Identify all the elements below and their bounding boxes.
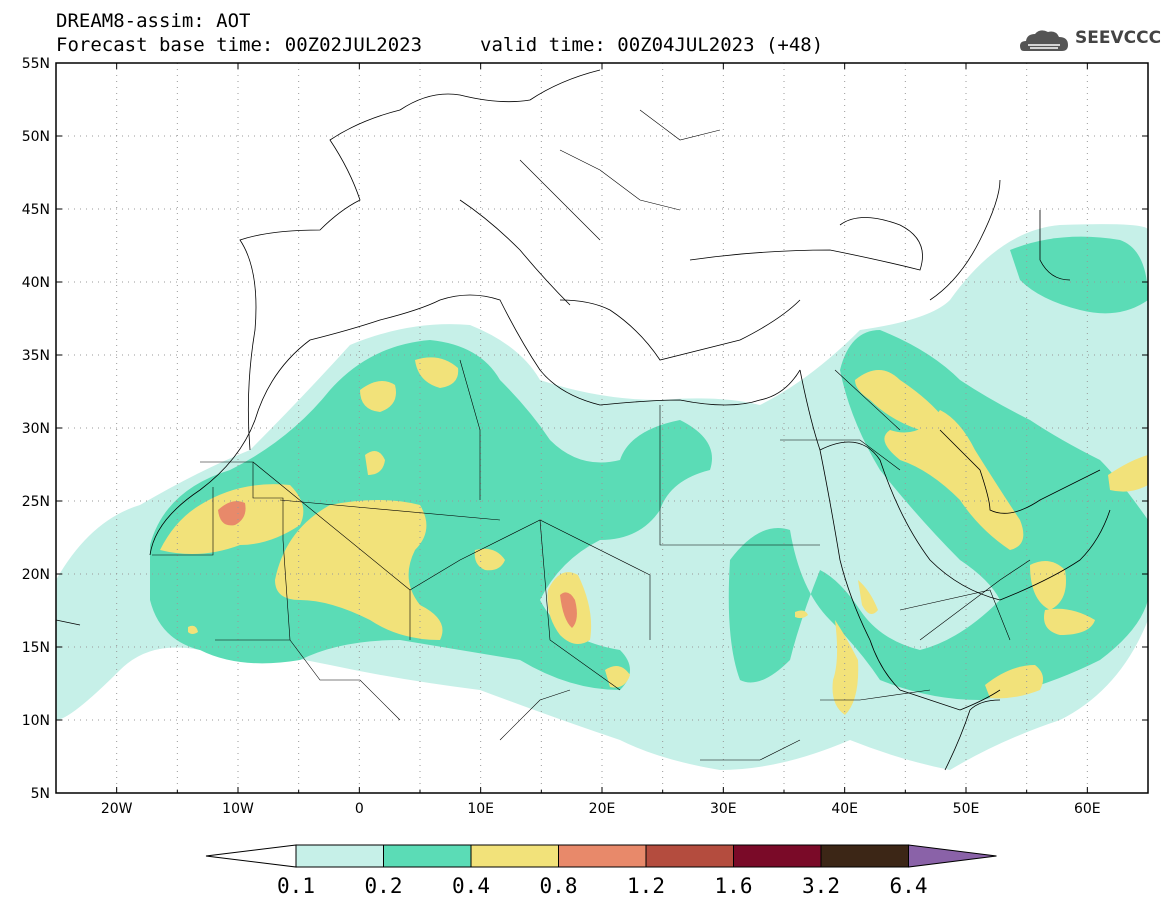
logo-text: SEEVCCC bbox=[1075, 28, 1162, 48]
lon-tick-label: 30E bbox=[710, 801, 737, 817]
lat-tick-label: 50N bbox=[22, 129, 50, 145]
colorbar: 0.1 0.2 0.4 0.8 1.2 1.6 3.2 6.4 bbox=[205, 844, 997, 898]
colorbar-label: 6.4 bbox=[890, 874, 928, 898]
lat-tick-label: 55N bbox=[22, 56, 50, 72]
lat-tick-label: 5N bbox=[31, 786, 50, 802]
colorbar-swatch bbox=[295, 844, 384, 868]
lat-tick-label: 40N bbox=[22, 275, 50, 291]
lon-tick-label: 10W bbox=[222, 801, 254, 817]
lon-tick-label: 0 bbox=[355, 801, 364, 817]
colorbar-low-arrow bbox=[205, 844, 297, 868]
lon-tick-label: 10E bbox=[467, 801, 494, 817]
colorbar-swatch bbox=[820, 844, 909, 868]
lon-axis: 20W 10W 0 10E 20E 30E 40E 50E 60E bbox=[55, 63, 1149, 817]
colorbar-swatch bbox=[558, 844, 647, 868]
borders bbox=[152, 109, 1031, 761]
lat-axis: 55N 50N 45N 40N 35N 30N 25N 20N 15N 10N 5N bbox=[22, 56, 1148, 802]
aot-fields bbox=[56, 224, 1148, 770]
aot-level-0.8 bbox=[218, 501, 577, 628]
colorbar-label: 0.4 bbox=[452, 874, 490, 898]
colorbar-swatch bbox=[733, 844, 822, 868]
lon-tick-label: 40E bbox=[831, 801, 858, 817]
title-product: DREAM8-assim: AOT bbox=[56, 10, 251, 32]
lat-tick-label: 10N bbox=[22, 713, 50, 729]
colorbar-label: 0.8 bbox=[540, 874, 578, 898]
colorbar-label: 1.2 bbox=[627, 874, 665, 898]
colorbar-swatch bbox=[470, 844, 559, 868]
lat-tick-label: 15N bbox=[22, 640, 50, 656]
colorbar-label: 0.1 bbox=[277, 874, 315, 898]
lat-tick-label: 30N bbox=[22, 421, 50, 437]
colorbar-label: 1.6 bbox=[715, 874, 753, 898]
lon-tick-label: 20E bbox=[589, 801, 616, 817]
colorbar-high-arrow bbox=[908, 844, 997, 868]
colorbar-label: 3.2 bbox=[802, 874, 840, 898]
lat-tick-label: 35N bbox=[22, 348, 50, 364]
title-base-time: Forecast base time: 00Z02JUL2023 bbox=[56, 34, 423, 56]
cloud-icon bbox=[1020, 30, 1068, 51]
title-valid-time: valid time: 00Z04JUL2023 (+48) bbox=[480, 34, 824, 56]
colorbar-swatch bbox=[645, 844, 734, 868]
coastlines bbox=[56, 69, 1111, 771]
lon-tick-label: 20W bbox=[101, 801, 133, 817]
colorbar-swatch bbox=[383, 844, 472, 868]
lon-tick-label: 50E bbox=[953, 801, 980, 817]
lat-tick-label: 45N bbox=[22, 202, 50, 218]
lat-lon-grid bbox=[56, 63, 1148, 793]
lat-tick-label: 20N bbox=[22, 567, 50, 583]
colorbar-label: 0.2 bbox=[365, 874, 403, 898]
lat-tick-label: 25N bbox=[22, 494, 50, 510]
aot-level-0.2 bbox=[150, 236, 1148, 700]
lon-tick-label: 60E bbox=[1074, 801, 1101, 817]
